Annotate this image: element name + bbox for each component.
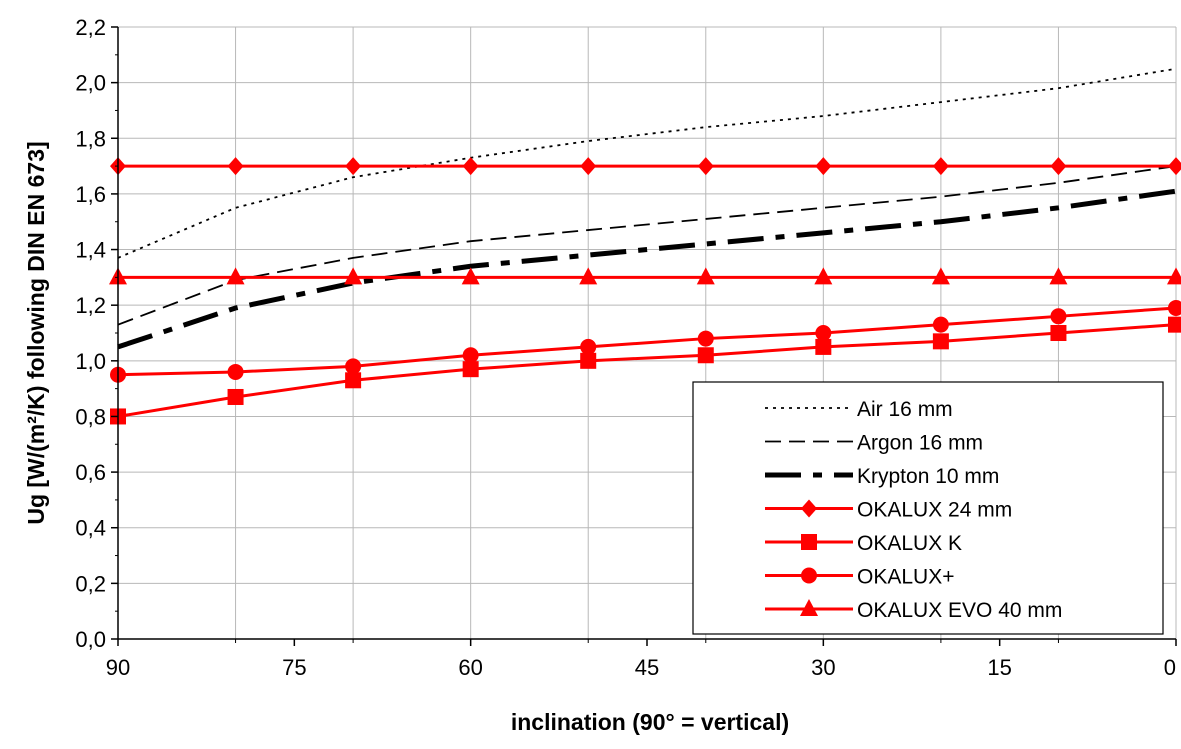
series-okalux (110, 299, 1181, 383)
data-point-okalux-evo-40-mm (814, 267, 833, 285)
y-tick-label: 0,6 (75, 460, 106, 485)
data-point-okalux-k (462, 361, 479, 378)
data-point-okalux-evo-40-mm (931, 267, 950, 285)
data-point-okalux (697, 330, 714, 347)
legend-item-air-16-mm: Air 16 mm (765, 398, 953, 421)
data-point-okalux (345, 358, 362, 375)
legend-label: OKALUX EVO 40 mm (857, 599, 1062, 622)
legend-item-krypton-10-mm: Krypton 10 mm (765, 465, 999, 488)
y-tick-label: 0,8 (75, 404, 106, 429)
data-point-okalux (462, 347, 479, 364)
data-point-okalux-24-mm (345, 157, 362, 176)
series-line-argon-16-mm (117, 165, 1177, 326)
data-point-okalux-k (1168, 316, 1181, 333)
x-tick-label: 15 (987, 655, 1011, 680)
data-point-okalux-k (697, 347, 714, 364)
series-okalux-evo-40-mm (109, 267, 1181, 285)
series-line-air-16-mm (117, 67, 1177, 259)
y-tick-label: 1,0 (75, 349, 106, 374)
y-tick-label: 0,0 (75, 627, 106, 652)
data-point-okalux (815, 325, 832, 341)
legend-item-argon-16-mm: Argon 16 mm (765, 432, 983, 455)
series-layer (109, 67, 1181, 425)
data-point-okalux-k (345, 372, 362, 389)
series-line-okalux-k (117, 323, 1177, 418)
data-point-okalux-24-mm (815, 157, 832, 176)
data-point-okalux-evo-40-mm (579, 267, 598, 285)
legend-item-okalux-evo-40-mm: OKALUX EVO 40 mm (765, 599, 1062, 622)
series-air-16-mm (117, 67, 1177, 259)
data-point-okalux (227, 363, 244, 380)
data-point-okalux-evo-40-mm (1049, 267, 1068, 285)
data-point-okalux-k (932, 333, 949, 350)
data-point-okalux-k (1050, 325, 1067, 341)
data-point-okalux-24-mm (697, 157, 714, 176)
y-tick-label: 1,2 (75, 293, 106, 318)
x-axis-title: inclination (90° = vertical) (511, 709, 789, 735)
y-tick-label: 0,4 (75, 516, 106, 541)
x-tick-label: 30 (811, 655, 835, 680)
y-tick-label: 1,6 (75, 182, 106, 207)
legend-item-okalux: OKALUX+ (765, 566, 954, 589)
legend-item-okalux-24-mm: OKALUX 24 mm (765, 499, 1012, 522)
x-tick-label: 90 (106, 655, 130, 680)
data-point-okalux-24-mm (580, 157, 597, 176)
data-point-okalux-evo-40-mm (226, 267, 245, 285)
legend-marker-okalux (801, 567, 817, 584)
data-point-okalux (1050, 308, 1067, 325)
x-tick-label: 0 (1164, 655, 1176, 680)
data-point-okalux-evo-40-mm (696, 267, 715, 285)
legend-label: OKALUX K (857, 532, 962, 555)
data-point-okalux (1168, 299, 1181, 316)
legend-marker-okalux-24-mm (801, 499, 817, 518)
data-point-okalux-k (815, 338, 832, 355)
x-tick-label: 75 (282, 655, 306, 680)
data-point-okalux-24-mm (227, 157, 244, 176)
y-tick-label: 2,0 (75, 71, 106, 96)
series-line-krypton-10-mm (117, 188, 1177, 350)
y-axis-title: Ug [W/(m²/K) following DIN EN 673] (23, 141, 49, 524)
data-point-okalux-24-mm (1050, 157, 1067, 176)
y-tick-label: 1,8 (75, 126, 106, 151)
legend-marker-okalux-evo-40-mm (800, 599, 818, 616)
data-point-okalux-24-mm (462, 157, 479, 176)
data-point-okalux-24-mm (1168, 157, 1181, 176)
series-okalux-k (110, 316, 1181, 425)
data-point-okalux-k (227, 388, 244, 405)
series-krypton-10-mm (117, 188, 1177, 350)
data-point-okalux-evo-40-mm (344, 267, 363, 285)
x-tick-label: 60 (458, 655, 482, 680)
legend-item-okalux-k: OKALUX K (765, 532, 962, 555)
legend-label: Air 16 mm (857, 398, 953, 421)
data-point-okalux (932, 316, 949, 333)
data-point-okalux-evo-40-mm (1167, 267, 1181, 285)
legend: Air 16 mm Argon 16 mm Krypton 10 mm OKALUX … (692, 381, 1164, 635)
tick-labels: 0,0 0,2 0,4 0,6 0,8 1,0 1,2 1,4 1,6 1,8 2,0 2,2 90 75… (75, 15, 1176, 680)
legend-label: Krypton 10 mm (857, 465, 999, 488)
data-point-okalux (580, 338, 597, 355)
data-point-okalux-evo-40-mm (461, 267, 480, 285)
axes (111, 26, 1177, 646)
data-point-okalux-24-mm (932, 157, 949, 176)
x-tick-label: 45 (635, 655, 659, 680)
legend-label: OKALUX+ (857, 566, 954, 589)
y-tick-label: 0,2 (75, 571, 106, 596)
legend-label: OKALUX 24 mm (857, 499, 1012, 522)
legend-label: Argon 16 mm (857, 432, 983, 455)
series-line-okalux (117, 306, 1177, 377)
series-argon-16-mm (117, 165, 1177, 326)
legend-marker-okalux-k (801, 534, 817, 550)
data-point-okalux-k (580, 352, 597, 369)
y-tick-label: 2,2 (75, 15, 106, 40)
y-tick-label: 1,4 (75, 238, 106, 263)
